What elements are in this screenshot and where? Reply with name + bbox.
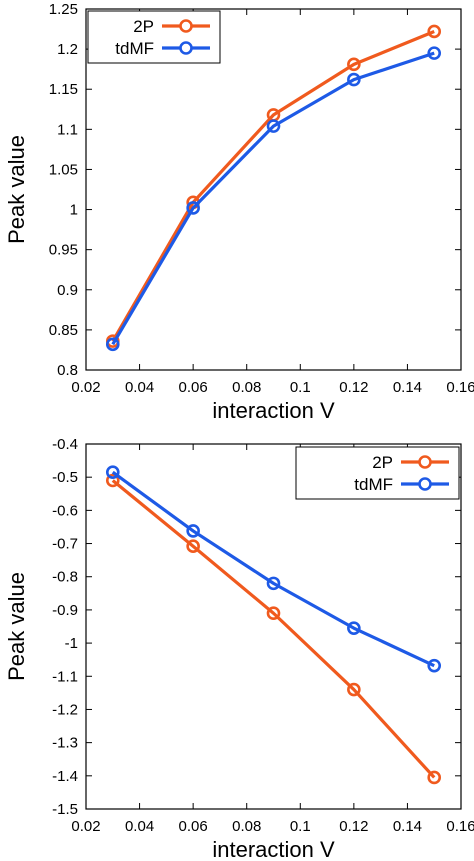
x-tick-label: 0.06: [179, 818, 208, 835]
y-tick-label: 0.95: [49, 242, 78, 259]
data-point-2P: [186, 539, 200, 554]
y-tick-label: 1.2: [57, 41, 78, 58]
x-tick-label: 0.08: [232, 379, 261, 396]
y-tick-label: -1: [65, 635, 78, 652]
data-point-2P: [347, 682, 361, 697]
legend-marker-tdMF: [418, 477, 432, 491]
data-point-tdMF: [427, 658, 442, 673]
x-tick-label: 0.1: [290, 818, 311, 835]
y-tick-label: 1.1: [57, 121, 78, 138]
y-tick-label: 1: [70, 202, 78, 219]
legend-label-tdMF: tdMF: [354, 475, 393, 494]
y-axis-label: Peak value: [4, 135, 29, 244]
legend-label-2P: 2P: [133, 17, 154, 36]
data-point-tdMF: [347, 72, 361, 87]
y-tick-label: -0.5: [52, 469, 78, 486]
x-axis-label: interaction V: [212, 837, 335, 861]
y-tick-label: -0.6: [52, 502, 78, 519]
legend-marker-2P: [179, 19, 193, 33]
legend-label-tdMF: tdMF: [115, 39, 154, 58]
y-tick-label: -1.1: [52, 668, 78, 685]
x-tick-label: 0.16: [446, 818, 474, 835]
x-tick-label: 0.06: [179, 379, 208, 396]
y-tick-label: 1.25: [49, 1, 78, 18]
data-point-tdMF: [105, 465, 120, 480]
y-tick-label: -1.5: [52, 801, 78, 818]
data-point-tdMF: [266, 119, 281, 133]
plot-frame: [85, 443, 462, 810]
y-tick-label: -1.2: [52, 701, 78, 718]
legend-box: [87, 10, 221, 64]
x-tick-label: 0.16: [446, 379, 474, 396]
x-tick-label: 0.02: [71, 379, 100, 396]
y-tick-label: -0.7: [52, 536, 78, 553]
data-point-tdMF: [105, 337, 120, 352]
x-tick-label: 0.04: [125, 818, 154, 835]
x-tick-label: 0.02: [71, 818, 100, 835]
series-line-tdMF: [111, 470, 435, 668]
legend: 2P tdMF: [295, 446, 460, 500]
y-tick-label: 1.15: [49, 81, 78, 98]
data-point-2P: [266, 606, 281, 621]
y-tick-label: -0.9: [52, 602, 78, 619]
y-tick-label: 1.05: [49, 161, 78, 178]
data-point-tdMF: [186, 201, 200, 215]
y-tick-label: 0.8: [57, 362, 78, 379]
plot-frame: [85, 8, 462, 371]
series-line-tdMF: [111, 51, 435, 346]
x-tick-label: 0.1: [290, 379, 311, 396]
x-tick-label: 0.12: [339, 818, 368, 835]
data-point-2P: [427, 770, 442, 785]
y-tick-label: -0.4: [52, 436, 78, 453]
x-tick-label: 0.14: [393, 379, 422, 396]
legend-label-2P: 2P: [372, 453, 393, 472]
y-tick-label: -1.4: [52, 768, 78, 785]
data-point-tdMF: [427, 46, 442, 60]
legend-marker-2P: [418, 455, 432, 469]
series-line-2P: [111, 29, 435, 342]
data-point-tdMF: [347, 621, 361, 635]
x-tick-label: 0.04: [125, 379, 154, 396]
series-line-2P: [111, 479, 436, 779]
x-tick-label: 0.14: [393, 818, 422, 835]
data-point-tdMF: [266, 576, 281, 591]
legend: 2P tdMF: [87, 10, 221, 64]
y-tick-label: -1.3: [52, 735, 78, 752]
y-tick-label: -0.8: [52, 569, 78, 586]
legend-marker-tdMF: [179, 41, 193, 55]
chart-2: 0.02 0.04 0.06 0.08 0.1 0.12 0.14 0.16 -1.5 -1.4 -…: [4, 436, 474, 861]
data-point-2P: [347, 57, 361, 72]
data-point-2P: [105, 473, 120, 488]
x-tick-label: 0.12: [339, 379, 368, 396]
x-axis-label: interaction V: [212, 398, 335, 423]
chart-1: 0.02 0.04 0.06 0.08 0.1 0.12 0.14 0.16 0.8 0.85 0.…: [4, 1, 474, 423]
y-tick-label: 0.85: [49, 322, 78, 339]
y-tick-label: 0.9: [57, 282, 78, 299]
data-point-tdMF: [186, 524, 200, 538]
data-point-2P: [427, 24, 442, 39]
x-tick-label: 0.08: [232, 818, 261, 835]
y-axis-label: Peak value: [4, 572, 29, 681]
legend-box: [295, 446, 460, 500]
